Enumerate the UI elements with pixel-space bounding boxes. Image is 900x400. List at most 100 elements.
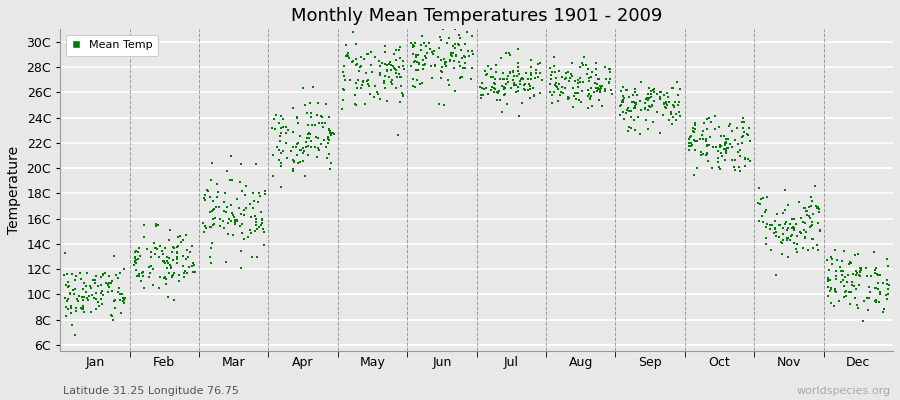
Point (697, 120, 711, 126)
Point (84, 309, 98, 315)
Point (454, 63, 468, 70)
Point (582, 94, 597, 101)
Point (665, 84, 680, 91)
Point (132, 273, 147, 280)
Point (644, 93, 658, 100)
Point (784, 233, 798, 240)
Point (725, 128, 740, 134)
Point (337, 87, 351, 94)
Point (838, 288, 852, 295)
Point (840, 278, 854, 285)
Point (561, 69, 575, 76)
Point (624, 125, 638, 131)
Point (364, 62, 378, 68)
Point (176, 263, 190, 270)
Point (304, 114, 319, 120)
Point (373, 70, 387, 77)
Point (598, 64, 612, 70)
Point (776, 209, 790, 216)
Point (361, 81, 375, 87)
Point (118, 294, 132, 301)
Point (508, 80, 522, 86)
Point (301, 152, 315, 158)
Point (588, 80, 602, 86)
Point (96, 272, 111, 278)
Point (872, 299, 886, 306)
Point (867, 249, 881, 255)
Point (221, 230, 236, 237)
Point (510, 60, 525, 66)
Point (498, 90, 512, 97)
Point (713, 141, 727, 148)
Point (407, 42, 421, 49)
Point (60, 306, 75, 312)
Point (200, 187, 214, 193)
Point (624, 108, 638, 114)
Point (509, 73, 524, 79)
Point (835, 272, 850, 278)
Point (833, 264, 848, 270)
Point (248, 213, 262, 219)
Point (209, 204, 223, 210)
Point (405, 44, 419, 50)
Point (171, 242, 185, 249)
Point (393, 55, 408, 61)
Point (430, 54, 445, 60)
Point (789, 233, 804, 239)
Point (616, 98, 630, 105)
Point (497, 84, 511, 90)
Point (513, 77, 527, 84)
Point (291, 160, 305, 166)
Point (598, 86, 612, 92)
Point (322, 166, 337, 172)
Point (619, 86, 634, 93)
Point (518, 82, 532, 88)
Point (479, 85, 493, 91)
Point (562, 78, 576, 84)
Point (68, 332, 82, 338)
Point (67, 286, 81, 293)
Point (497, 91, 511, 98)
Point (592, 83, 607, 89)
Point (349, 60, 364, 67)
Point (483, 86, 498, 93)
Point (78, 283, 93, 289)
Point (371, 91, 385, 98)
Point (882, 282, 896, 288)
Point (595, 83, 609, 89)
Point (327, 131, 341, 138)
Point (789, 240, 804, 247)
Point (550, 84, 564, 91)
Point (486, 74, 500, 80)
Point (89, 296, 104, 302)
Point (111, 288, 125, 295)
Point (146, 282, 160, 288)
Text: Latitude 31.25 Longitude 76.75: Latitude 31.25 Longitude 76.75 (63, 386, 238, 396)
Point (64, 310, 78, 316)
Point (291, 120, 305, 126)
Point (392, 44, 407, 50)
Point (839, 288, 853, 294)
Point (276, 116, 291, 122)
Point (452, 32, 466, 38)
Point (652, 89, 667, 95)
Point (368, 54, 382, 60)
Point (348, 56, 363, 62)
Point (616, 116, 631, 122)
Point (346, 58, 360, 64)
Point (98, 270, 112, 276)
Point (164, 265, 178, 271)
Point (131, 245, 146, 252)
Point (106, 253, 121, 259)
Point (81, 297, 95, 304)
Point (767, 230, 781, 236)
Point (415, 80, 429, 86)
Point (256, 242, 271, 248)
Point (778, 187, 792, 193)
Point (582, 78, 597, 84)
Point (102, 273, 116, 279)
Point (128, 254, 142, 260)
Point (868, 267, 883, 274)
Point (713, 143, 727, 149)
Point (506, 76, 520, 83)
